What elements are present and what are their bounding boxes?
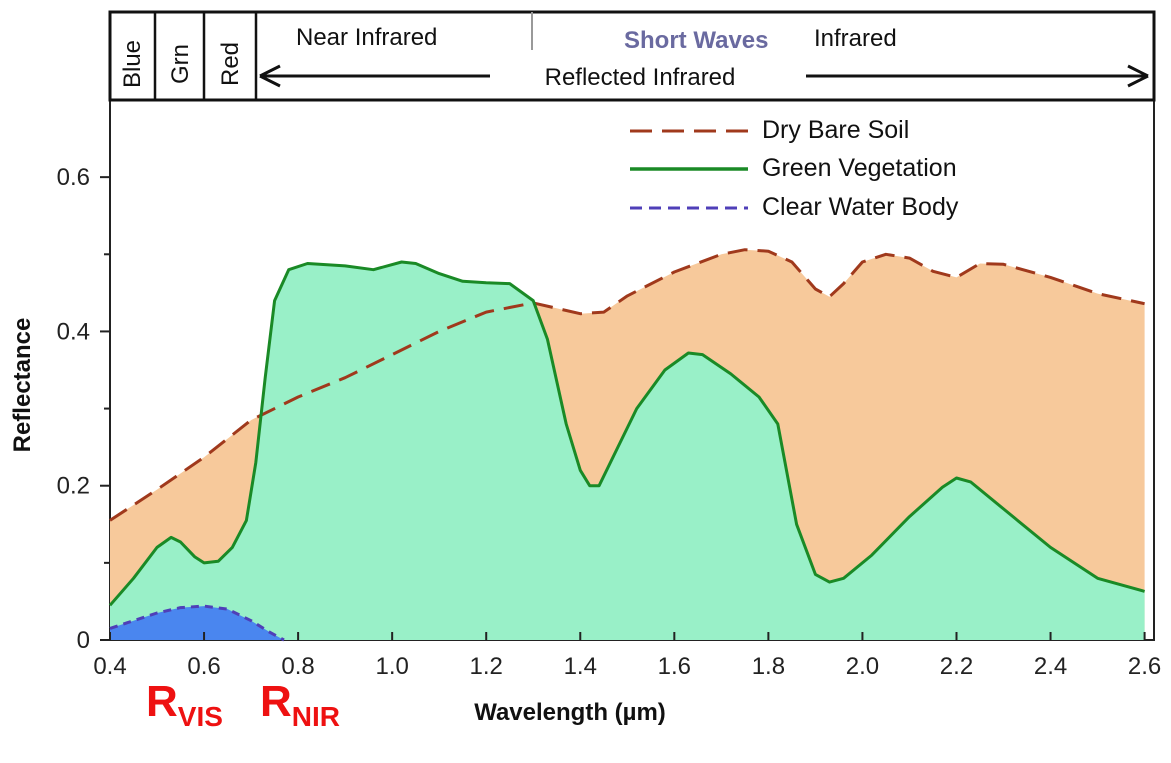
- band-red-label: Red: [217, 42, 244, 86]
- arrow-right-head-icon: [1127, 64, 1149, 88]
- r-vis-annotation: RVIS: [146, 677, 223, 732]
- infrared-label: Infrared: [814, 25, 897, 52]
- x-tick-label: 0.8: [281, 653, 314, 680]
- y-tick-label: 0.4: [57, 318, 90, 345]
- band-header: Blue Grn Red Near Infrared Short Waves I…: [108, 10, 1156, 102]
- vegetation-area-fill: [110, 262, 1145, 640]
- legend-vegetation-label: Green Vegetation: [762, 154, 957, 182]
- r-nir-annotation: RNIR: [260, 677, 340, 732]
- x-tick-label: 2.0: [846, 653, 879, 680]
- r-nir-main: R: [260, 677, 292, 726]
- x-tick-label: 2.4: [1034, 653, 1067, 680]
- legend-water-label: Clear Water Body: [762, 193, 959, 221]
- x-tick-label: 2.6: [1128, 653, 1161, 680]
- series-layer: [108, 248, 1146, 642]
- water-series-line: [109, 604, 285, 642]
- x-axis-title: Wavelength (µm): [474, 699, 666, 726]
- x-tick-label: 1.2: [470, 653, 503, 680]
- r-vis-sub: VIS: [178, 701, 223, 732]
- y-axis-title: Reflectance: [9, 318, 36, 453]
- legend: Dry Bare Soil Green Vegetation Clear Wat…: [630, 116, 959, 221]
- x-tick-label: 1.6: [658, 653, 691, 680]
- x-tick-label: 1.4: [564, 653, 597, 680]
- axis-layer: 0.4 0.6 0.8 1.0 1.2 1.4 1.6 1.8 2.0 2.2 2.4 2.6 0 0.2…: [57, 164, 1162, 680]
- y-tick-label: 0.6: [57, 164, 90, 191]
- legend-soil-label: Dry Bare Soil: [762, 116, 909, 144]
- r-vis-main: R: [146, 677, 178, 726]
- x-tick-label: 0.6: [187, 653, 220, 680]
- arrow-left-head-icon: [259, 64, 281, 88]
- short-waves-label: Short Waves: [624, 27, 768, 54]
- near-infrared-label: Near Infrared: [296, 24, 437, 51]
- band-blue-label: Blue: [119, 40, 146, 88]
- x-tick-label: 1.0: [375, 653, 408, 680]
- band-green-label: Grn: [167, 44, 194, 84]
- y-tick-label: 0: [77, 627, 90, 654]
- r-nir-sub: NIR: [292, 701, 340, 732]
- reflected-infrared-label: Reflected Infrared: [545, 64, 736, 91]
- soil-series-line: [109, 248, 1145, 522]
- x-tick-label: 0.4: [93, 653, 126, 680]
- x-tick-label: 1.8: [752, 653, 785, 680]
- x-tick-label: 2.2: [940, 653, 973, 680]
- vegetation-series-line: [108, 260, 1146, 607]
- y-tick-label: 0.2: [57, 473, 90, 500]
